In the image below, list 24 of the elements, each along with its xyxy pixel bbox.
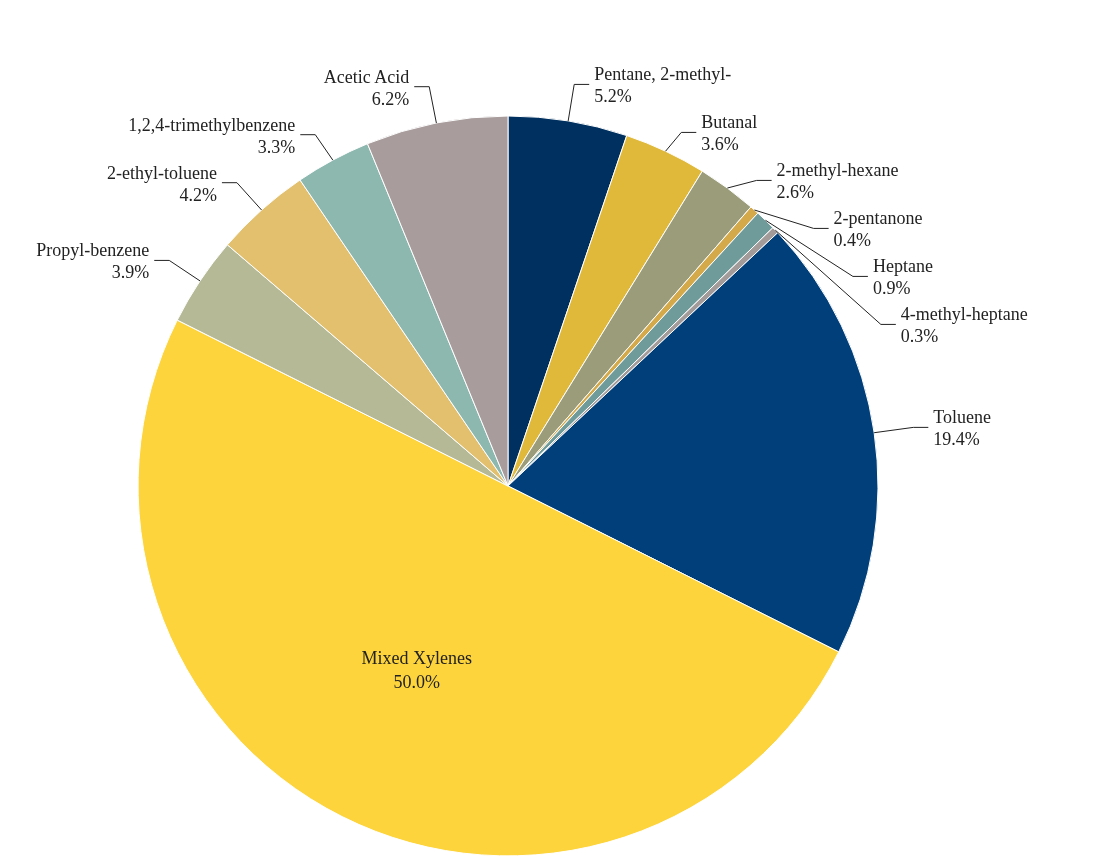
- slice-label: Propyl-benzene: [36, 240, 150, 261]
- data-label: 4.2%: [179, 184, 217, 205]
- slice-label: Toluene: [933, 407, 992, 428]
- data-label: 6.2%: [371, 88, 410, 109]
- slice-label: Butanal: [701, 112, 758, 133]
- data-label: 3.6%: [701, 134, 739, 155]
- data-label: 19.4%: [933, 429, 980, 450]
- slice-label: 1,2,4-trimethylbenzene: [128, 114, 296, 135]
- data-label: 0.4%: [833, 230, 872, 251]
- data-label: 0.9%: [872, 278, 911, 299]
- data-label: 5.2%: [594, 86, 632, 107]
- slice-label: 4-methyl-heptane: [900, 304, 1028, 325]
- data-label: 2.6%: [776, 182, 815, 203]
- slice-label: Pentane, 2-methyl-: [594, 64, 732, 85]
- slice-label: 2-methyl-hexane: [776, 160, 899, 181]
- data-label: 0.3%: [900, 326, 939, 347]
- data-label: 3.3%: [257, 136, 296, 157]
- data-label: 3.9%: [111, 262, 150, 283]
- slice-label: 2-ethyl-toluene: [106, 162, 217, 183]
- data-label: 50.0%: [393, 671, 440, 692]
- slice-label: Mixed Xylenes: [361, 647, 472, 668]
- slice-label: Acetic Acid: [323, 66, 410, 87]
- slice-label: Heptane: [872, 256, 933, 277]
- slice-label: 2-pentanone: [833, 208, 923, 229]
